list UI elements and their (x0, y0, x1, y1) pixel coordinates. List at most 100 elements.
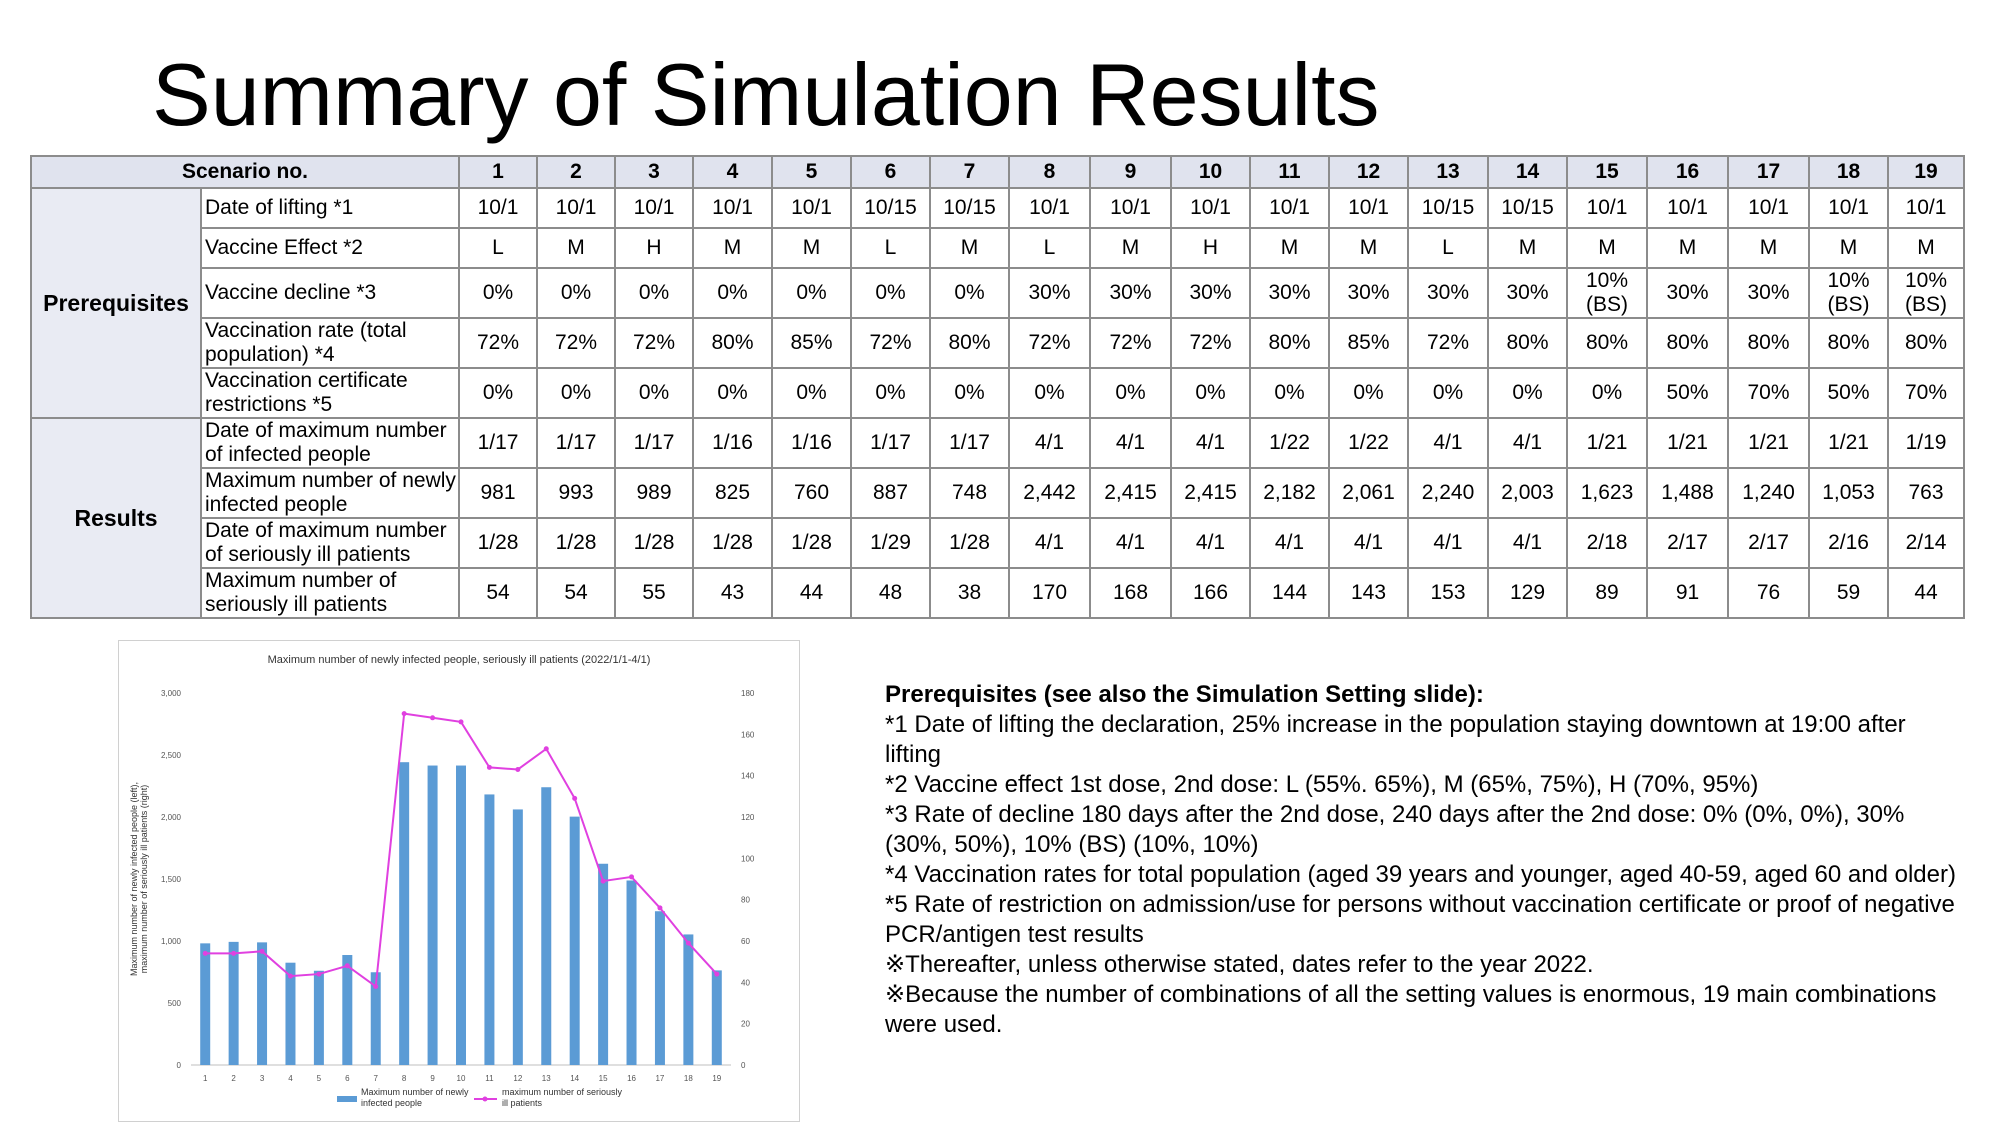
table-cell: 50% (1646, 367, 1729, 419)
x-tick-label: 8 (402, 1074, 407, 1083)
table-row: Vaccination certificate restrictions *5 0… (31, 367, 1965, 419)
x-tick-label: 18 (684, 1074, 693, 1083)
header-scenario-16: 16 (1646, 155, 1729, 189)
table-cell: 80% (1727, 317, 1810, 369)
table-cell: 72% (614, 317, 694, 369)
table-cell: 0% (771, 367, 852, 419)
x-tick-label: 15 (599, 1074, 608, 1083)
header-scenario-10: 10 (1170, 155, 1251, 189)
note-line: *1 Date of lifting the declaration, 25% … (885, 711, 1906, 768)
group-label-results: Results (30, 417, 202, 619)
table-cell: 0% (850, 367, 931, 419)
x-tick-label: 6 (345, 1074, 350, 1083)
table-cell: 4/1 (1487, 417, 1568, 469)
header-scenario-4: 4 (692, 155, 773, 189)
note-line: ※Because the number of combinations of a… (885, 981, 1937, 1038)
table-cell: 10/1 (1646, 187, 1729, 229)
legend-marker-ill (482, 1096, 488, 1102)
note-line: *5 Rate of restriction on admission/use … (885, 891, 1955, 948)
table-cell: 76 (1727, 567, 1810, 619)
table-cell: M (692, 227, 773, 269)
right-tick-label: 40 (741, 978, 750, 987)
point-seriously-ill-1 (202, 950, 208, 956)
table-cell: 1/21 (1566, 417, 1648, 469)
left-tick-label: 2,000 (161, 813, 182, 822)
bar-infected-9 (427, 765, 438, 1065)
table-cell: 1/22 (1328, 417, 1409, 469)
point-seriously-ill-2 (231, 950, 237, 956)
table-cell: H (1170, 227, 1251, 269)
table-cell: 30% (1008, 267, 1091, 319)
header-scenario-19: 19 (1887, 155, 1965, 189)
table-cell: 89 (1566, 567, 1648, 619)
table-cell: 981 (458, 467, 538, 519)
table-cell: 1/21 (1646, 417, 1729, 469)
note-line: *2 Vaccine effect 1st dose, 2nd dose: L … (885, 771, 1759, 798)
right-tick-label: 100 (741, 854, 755, 863)
table-cell: 0% (1328, 367, 1409, 419)
table-cell: M (1727, 227, 1810, 269)
left-tick-label: 3,000 (161, 689, 182, 698)
table-row: Maximum number of seriously ill patients… (31, 567, 1965, 619)
table-cell: 2/14 (1887, 517, 1965, 569)
table-cell: 4/1 (1089, 517, 1172, 569)
table-cell: 1/22 (1249, 417, 1330, 469)
x-tick-label: 19 (712, 1074, 721, 1083)
x-tick-label: 7 (374, 1074, 379, 1083)
table-cell: 2/17 (1727, 517, 1810, 569)
table-cell: M (1646, 227, 1729, 269)
x-tick-label: 2 (231, 1074, 236, 1083)
table-cell: 170 (1008, 567, 1091, 619)
table-cell: 10% (BS) (1887, 267, 1965, 319)
header-scenario-9: 9 (1089, 155, 1172, 189)
table-cell: 10/1 (1089, 187, 1172, 229)
table-cell: 72% (1089, 317, 1172, 369)
table-cell: 1/29 (850, 517, 931, 569)
table-cell: 1/17 (536, 417, 616, 469)
table-cell: 760 (771, 467, 852, 519)
x-tick-label: 3 (260, 1074, 265, 1083)
point-seriously-ill-4 (287, 973, 293, 979)
point-seriously-ill-18 (685, 940, 691, 946)
table-cell: 0% (1407, 367, 1489, 419)
table-cell: 10/1 (536, 187, 616, 229)
header-scenario-5: 5 (771, 155, 852, 189)
header-scenario-14: 14 (1487, 155, 1568, 189)
header-scenario-17: 17 (1727, 155, 1810, 189)
bar-infected-13 (541, 787, 552, 1065)
notes-heading: Prerequisites (see also the Simulation S… (885, 681, 1484, 708)
table-cell: 72% (1407, 317, 1489, 369)
note-line: *3 Rate of decline 180 days after the 2n… (885, 801, 1905, 858)
bar-infected-6 (342, 955, 353, 1065)
bar-infected-1 (200, 943, 211, 1065)
table-cell: 129 (1487, 567, 1568, 619)
table-cell: 30% (1646, 267, 1729, 319)
table-row: Vaccine Effect *2 L M H M M L M L M H M M L M M M M M M (31, 227, 1965, 269)
header-scenario-6: 6 (850, 155, 931, 189)
table-cell: 0% (536, 267, 616, 319)
bar-infected-4 (285, 962, 296, 1065)
right-tick-label: 20 (741, 1020, 750, 1029)
table-cell: 10/15 (1407, 187, 1489, 229)
note-line: *4 Vaccination rates for total populatio… (885, 861, 1956, 888)
table-cell: 2,415 (1089, 467, 1172, 519)
table-cell: 1,488 (1646, 467, 1729, 519)
row-label: Maximum number of seriously ill patients (200, 567, 460, 619)
table-cell: 10/15 (1487, 187, 1568, 229)
table-cell: 2,442 (1008, 467, 1091, 519)
left-tick-label: 1,000 (161, 937, 182, 946)
point-seriously-ill-14 (572, 795, 578, 801)
left-tick-label: 2,500 (161, 751, 182, 760)
table-cell: 993 (536, 467, 616, 519)
table-cell: 10/15 (850, 187, 931, 229)
row-label: Vaccination certificate restrictions *5 (200, 367, 460, 419)
x-tick-label: 9 (430, 1074, 435, 1083)
table-cell: 80% (1566, 317, 1648, 369)
table-cell: 0% (1089, 367, 1172, 419)
bar-infected-17 (654, 911, 665, 1065)
row-label: Date of maximum number of infected peopl… (200, 417, 460, 469)
table-cell: 10/1 (1727, 187, 1810, 229)
table-cell: M (1487, 227, 1568, 269)
table-cell: 4/1 (1170, 417, 1251, 469)
table-cell: 30% (1487, 267, 1568, 319)
